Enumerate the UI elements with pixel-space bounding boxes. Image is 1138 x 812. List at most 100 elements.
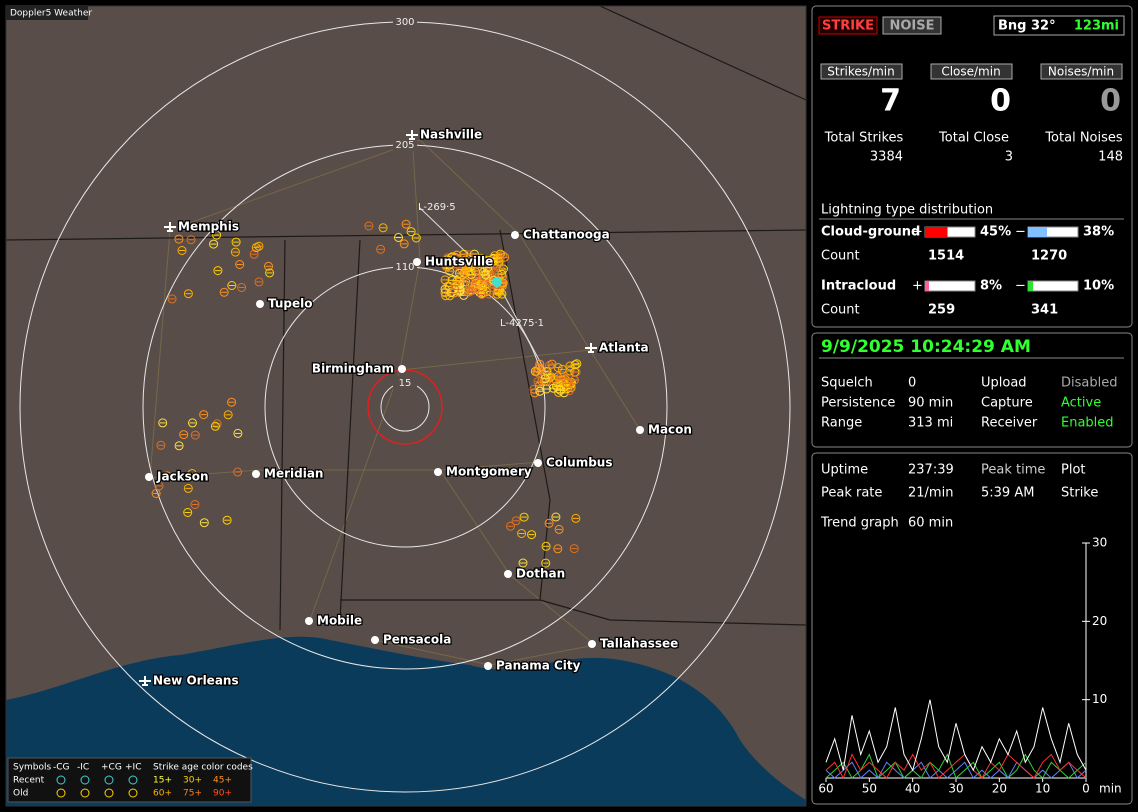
noise-button[interactable] <box>882 16 942 35</box>
strike-symbol <box>483 263 493 273</box>
legend-text: Old <box>13 789 28 799</box>
strike-symbol <box>569 544 579 554</box>
setting: Active <box>1061 396 1101 411</box>
strike-symbol <box>464 287 474 297</box>
setting: 90 min <box>908 396 953 411</box>
strike-symbol <box>506 521 515 531</box>
strike-symbol <box>227 281 237 290</box>
setting: Squelch <box>821 376 873 391</box>
rate-box <box>930 63 1013 80</box>
city-dot <box>588 640 596 648</box>
strike-symbol <box>541 541 551 551</box>
strike-symbol <box>455 286 465 296</box>
setting: Receiver <box>981 416 1038 431</box>
strike-symbol <box>464 250 474 260</box>
panel-box <box>811 5 1133 328</box>
side-panel <box>811 5 1133 805</box>
x-tick-label: 0 <box>1082 782 1090 796</box>
strike-symbol <box>459 268 469 278</box>
strike-symbol <box>562 378 572 388</box>
city-label: Columbus <box>546 456 613 470</box>
city-dot <box>511 231 519 239</box>
strike-symbol <box>495 249 505 259</box>
setting: Disabled <box>1061 376 1117 391</box>
city-label: Atlanta <box>599 341 649 355</box>
strike-symbol <box>551 512 561 522</box>
strike-symbol <box>445 266 455 276</box>
rate-value: 0 <box>990 84 1011 119</box>
strike-symbol <box>174 441 184 451</box>
legend-age: 30+ <box>183 776 202 786</box>
city-label: Panama City <box>496 659 581 673</box>
city-label: Huntsville <box>425 255 493 269</box>
trend-line <box>825 753 1087 780</box>
count-value: 1514 <box>928 249 964 264</box>
rate-value: 7 <box>880 84 901 119</box>
city-dot <box>534 459 542 467</box>
strike-symbol <box>254 277 264 287</box>
pct-bar <box>925 227 948 237</box>
total-value: 148 <box>1098 150 1123 165</box>
state-borders <box>6 6 806 631</box>
strike-symbol <box>533 377 543 387</box>
strike-symbol <box>447 252 457 262</box>
strike-symbol <box>553 544 563 554</box>
strike-symbol <box>545 360 554 370</box>
strike-symbol <box>233 428 243 438</box>
stat: Strike <box>1061 486 1098 501</box>
strike-button[interactable] <box>818 16 878 35</box>
strike-symbol <box>154 481 164 491</box>
track-label: L-4275·1 <box>500 318 544 329</box>
pct-bar <box>1028 227 1047 237</box>
panel-box <box>811 332 1133 448</box>
strike-symbol <box>212 419 222 429</box>
trend-line <box>825 699 1087 772</box>
count-value: 259 <box>928 303 955 318</box>
strike-symbol <box>537 365 547 375</box>
strike-symbol <box>461 264 471 273</box>
city-label: Memphis <box>178 220 239 234</box>
city-dot <box>398 365 406 373</box>
strike-symbol <box>219 287 229 297</box>
setting: Enabled <box>1061 416 1114 431</box>
city-dot <box>636 426 644 434</box>
x-tick-label: 40 <box>905 782 920 796</box>
city-dot <box>434 468 442 476</box>
strike-symbol <box>445 260 455 270</box>
legend-text: Strike age color codes <box>153 763 253 773</box>
strike-symbol <box>364 221 374 231</box>
strike-symbol <box>265 268 275 278</box>
strike-symbol <box>489 269 499 279</box>
city-dot <box>504 570 512 578</box>
city-dot <box>256 300 264 308</box>
bearing-box <box>993 15 1125 36</box>
strike-symbol <box>488 253 498 263</box>
city-label: Montgomery <box>446 465 532 479</box>
strike-symbol <box>565 361 575 371</box>
strike-button-label: STRIKE <box>822 19 874 34</box>
x-tick-label: 50 <box>862 782 877 796</box>
rate-label: Noises/min <box>1048 65 1114 79</box>
y-tick-label: 30 <box>1092 536 1107 550</box>
strike-symbol <box>187 469 197 478</box>
total-label: Total Noises <box>1044 131 1123 146</box>
title-box <box>6 5 88 20</box>
track-label: L-269·5 <box>418 202 456 213</box>
x-tick-label: 60 <box>818 782 833 796</box>
map-title: Doppler5 Weather <box>10 9 92 19</box>
strike-symbol <box>174 234 184 244</box>
rate-label: Strikes/min <box>827 65 894 79</box>
legend-text: -IC <box>77 763 89 773</box>
strike-symbol <box>550 374 560 384</box>
strike-symbol <box>183 289 193 299</box>
strike-symbol <box>441 291 451 301</box>
strike-symbol <box>570 360 580 370</box>
strike-symbol <box>497 272 507 282</box>
city-label: Nashville <box>420 128 482 142</box>
strike-symbol <box>179 430 189 440</box>
trend-line <box>825 761 1087 779</box>
stat: Peak rate <box>821 486 882 501</box>
strike-symbol <box>237 283 247 292</box>
strike-symbol <box>212 230 222 240</box>
city-label: Macon <box>648 423 692 437</box>
